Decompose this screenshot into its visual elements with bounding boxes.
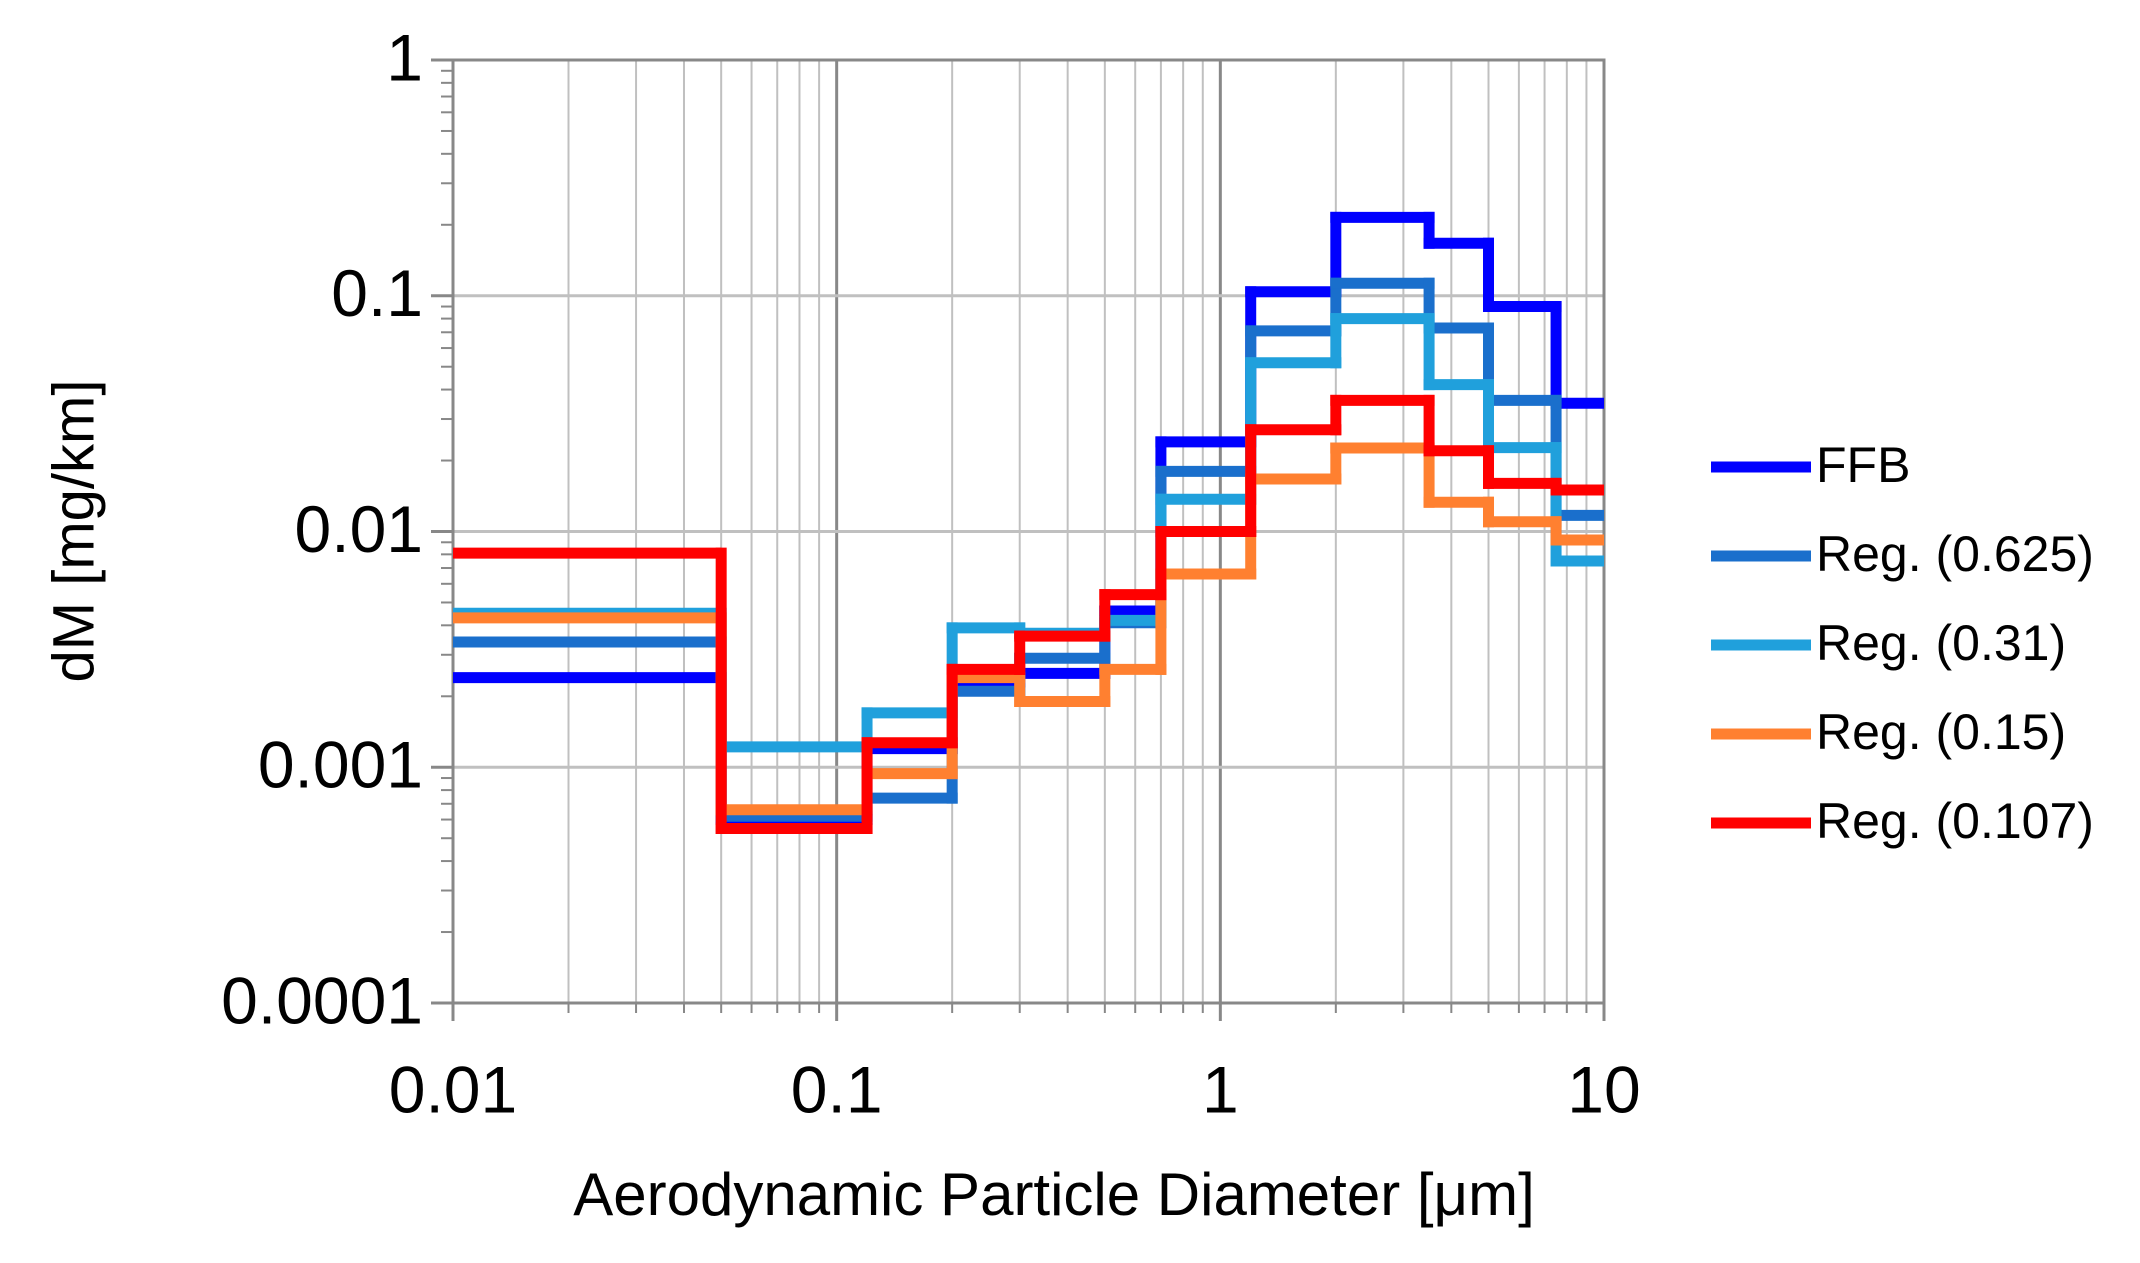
y-tick-label: 0.1: [331, 256, 423, 330]
y-tick-label: 0.01: [295, 492, 423, 566]
y-tick-label: 0.0001: [221, 963, 423, 1037]
x-axis-title: Aerodynamic Particle Diameter [μm]: [573, 1161, 1535, 1228]
legend-label: Reg. (0.107): [1816, 793, 2094, 849]
plot-frame: [451, 58, 1606, 1005]
y-tick-label: 0.001: [258, 728, 423, 802]
legend-label: FFB: [1816, 437, 1910, 493]
legend-label: Reg. (0.15): [1816, 704, 2066, 760]
x-tick-label: 0.1: [791, 1052, 883, 1126]
y-axis-title: dM [mg/km]: [41, 380, 106, 683]
x-tick-label: 1: [1202, 1052, 1239, 1126]
legend-label: Reg. (0.31): [1816, 615, 2066, 671]
legend-label: Reg. (0.625): [1816, 526, 2094, 582]
y-tick-label: 1: [386, 20, 423, 94]
x-tick-label: 10: [1567, 1052, 1640, 1126]
x-tick-label: 0.01: [389, 1052, 517, 1126]
